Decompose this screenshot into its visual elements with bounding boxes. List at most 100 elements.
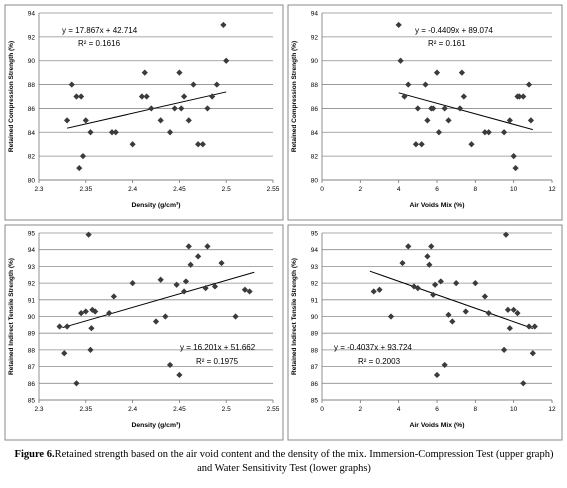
y-tick-label: 92: [28, 34, 36, 41]
data-point: [516, 93, 523, 100]
data-point: [187, 261, 194, 268]
data-point: [481, 129, 489, 136]
x-tick-label: 0: [320, 406, 324, 413]
data-point: [180, 288, 188, 295]
data-point: [152, 318, 160, 325]
y-tick-label: 88: [311, 347, 319, 354]
data-point: [520, 93, 527, 100]
data-point: [430, 291, 437, 298]
data-point: [180, 93, 188, 100]
data-point: [87, 129, 94, 136]
y-tick-label: 90: [311, 58, 319, 65]
data-point: [182, 278, 190, 285]
data-point: [485, 129, 492, 136]
trendline-equation: y = -0.4409x + 89.074: [415, 26, 493, 35]
data-point: [63, 117, 71, 124]
data-point: [110, 293, 117, 300]
x-tick-label: 2.35: [79, 186, 92, 193]
data-point: [171, 105, 178, 112]
trendline-equation: y = 16.201x + 51.662: [180, 343, 256, 352]
y-tick-label: 89: [28, 331, 36, 338]
data-point: [76, 164, 83, 172]
data-point: [468, 141, 475, 148]
y-tick-label: 92: [311, 281, 319, 288]
x-tick-label: 6: [435, 406, 439, 413]
data-point: [162, 313, 169, 320]
data-point: [460, 93, 467, 100]
data-point: [525, 323, 533, 330]
x-tick-label: 6: [435, 186, 439, 193]
x-tick-label: 2.3: [34, 406, 43, 413]
trend-line: [398, 92, 533, 131]
x-tick-label: 2.55: [267, 406, 280, 413]
trend-line: [62, 271, 255, 329]
y-tick-label: 94: [311, 11, 319, 18]
data-point: [481, 293, 489, 300]
data-point: [376, 286, 383, 293]
y-axis-title: Retained Indirect Tensile Strength (%): [291, 258, 298, 375]
data-point: [445, 117, 452, 124]
data-point: [173, 281, 180, 288]
data-point: [232, 313, 239, 320]
x-tick-label: 2.55: [267, 186, 280, 193]
data-point: [129, 280, 136, 287]
data-point: [405, 243, 412, 250]
r-squared-label: R² = 0.1616: [78, 39, 121, 48]
y-tick-label: 88: [311, 82, 319, 89]
x-tick-label: 8: [474, 406, 478, 413]
data-point: [85, 231, 92, 238]
y-tick-label: 94: [28, 11, 36, 18]
data-point: [195, 141, 202, 148]
data-point: [202, 285, 209, 292]
data-point: [504, 306, 512, 313]
trendline-equation: y = 17.867x + 42.714: [62, 26, 138, 35]
y-tick-label: 95: [311, 231, 319, 238]
data-point: [82, 308, 89, 315]
data-point: [453, 280, 460, 287]
data-point: [204, 243, 211, 250]
data-point: [195, 253, 202, 260]
y-tick-label: 85: [311, 398, 319, 405]
data-point: [82, 117, 89, 124]
data-point: [387, 313, 395, 320]
data-point: [441, 361, 448, 369]
chart-panel-1: 80 82 84 86 88 90 92 94 2.3 2.35 2.4 2.45 2.5 2.55 Den…: [4, 4, 284, 221]
data-point: [449, 318, 456, 325]
data-point: [211, 283, 219, 290]
data-point: [445, 311, 452, 318]
data-point: [510, 153, 517, 160]
data-point: [220, 21, 227, 29]
y-tick-label: 95: [28, 231, 36, 238]
data-point: [185, 243, 192, 250]
x-tick-label: 12: [548, 186, 556, 193]
y-tick-label: 84: [28, 130, 36, 137]
data-point: [204, 105, 211, 112]
x-axis-title: Air Voids Mix (%): [409, 422, 464, 429]
r-squared-label: R² = 0.161: [428, 39, 466, 48]
x-tick-label: 2.5: [222, 186, 231, 193]
data-point: [157, 117, 164, 124]
data-point: [502, 231, 510, 238]
data-point: [405, 81, 412, 88]
data-point: [426, 261, 433, 268]
data-point: [435, 129, 443, 136]
data-point: [412, 141, 420, 148]
data-point: [185, 117, 192, 124]
data-point: [166, 129, 174, 136]
y-axis-title: Retained Compression Strength (%): [8, 41, 15, 152]
trendline-equation: y = -0.4037x + 93.724: [334, 343, 412, 352]
caption-text: Retained strength based on the air void …: [54, 449, 554, 474]
data-point: [428, 243, 435, 250]
x-tick-label: 4: [397, 406, 401, 413]
data-point: [176, 371, 183, 379]
y-tick-label: 91: [311, 297, 319, 304]
data-point: [458, 69, 466, 76]
data-point: [431, 281, 439, 288]
data-point: [209, 93, 216, 100]
data-point: [456, 105, 464, 112]
y-tick-label: 92: [28, 281, 36, 288]
x-tick-label: 0: [320, 186, 324, 193]
data-point: [213, 81, 220, 88]
